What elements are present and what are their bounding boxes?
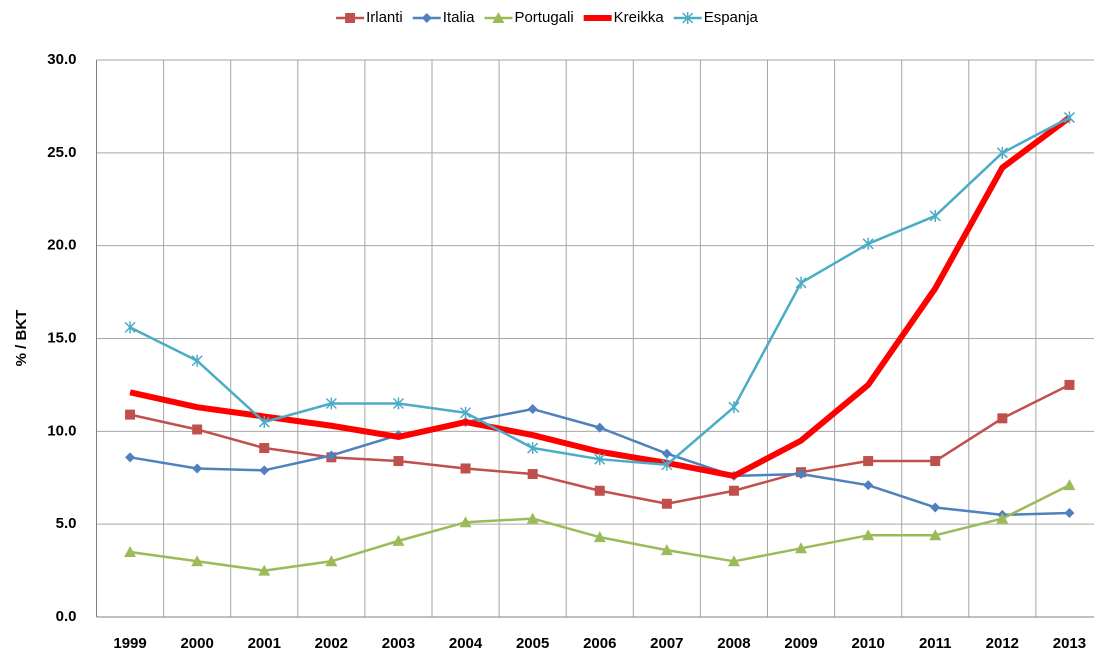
marker (191, 555, 204, 567)
y-tick-label: 10.0 (47, 422, 76, 439)
marker (996, 146, 1008, 159)
marker (727, 555, 740, 567)
marker (124, 546, 137, 558)
marker (863, 480, 874, 491)
marker (682, 12, 694, 24)
marker (125, 409, 136, 420)
legend-label: Irlanti (366, 9, 403, 26)
marker (460, 463, 471, 474)
x-tick-label: 2011 (919, 635, 952, 652)
marker (594, 485, 605, 496)
marker (929, 529, 942, 541)
marker (192, 463, 203, 474)
marker (259, 465, 270, 476)
x-tick-label: 2006 (583, 635, 616, 652)
marker (594, 422, 605, 433)
x-tick-label: 2000 (180, 635, 213, 652)
series-line (129, 116, 1071, 467)
marker (1063, 479, 1076, 491)
marker (796, 469, 807, 480)
legend-label: Kreikka (614, 9, 665, 26)
marker (392, 397, 404, 410)
marker (660, 544, 673, 556)
marker (862, 529, 875, 541)
marker (526, 512, 539, 524)
marker (325, 555, 338, 567)
marker (191, 354, 203, 367)
y-axis-label: % / BKT (13, 310, 30, 367)
x-tick-label: 2005 (516, 635, 549, 652)
marker (661, 498, 672, 509)
marker (192, 424, 203, 435)
marker (345, 13, 356, 23)
marker (258, 564, 271, 576)
y-tick-label: 15.0 (47, 329, 76, 346)
marker (527, 469, 538, 480)
marker (393, 456, 404, 467)
x-tick-label: 2001 (248, 635, 281, 652)
x-tick-label: 2007 (650, 635, 683, 652)
marker (527, 442, 539, 455)
marker (527, 404, 538, 415)
marker (593, 531, 606, 543)
x-tick-label: 2010 (851, 635, 884, 652)
marker (862, 237, 874, 250)
marker (930, 456, 941, 467)
marker (326, 450, 337, 461)
marker (728, 485, 739, 496)
legend: Irlanti Italia Portugali Kreikka Espanja (336, 9, 759, 26)
marker (325, 397, 337, 410)
marker (258, 416, 270, 429)
x-tick-label: 2004 (449, 635, 483, 652)
y-tick-label: 0.0 (56, 608, 77, 625)
x-tick-label: 2009 (784, 635, 817, 652)
series-line (129, 484, 1071, 572)
marker (996, 512, 1009, 524)
legend-label: Espanja (704, 9, 759, 26)
legend-label: Italia (443, 9, 475, 26)
marker (1064, 508, 1075, 519)
marker (492, 12, 505, 23)
marker (863, 456, 874, 467)
x-tick-label: 1999 (113, 635, 146, 652)
marker (392, 534, 405, 546)
marker (795, 276, 807, 289)
x-tick-label: 2013 (1053, 635, 1086, 652)
x-tick-label: 2008 (717, 635, 750, 652)
marker (661, 458, 673, 471)
marker (459, 516, 472, 528)
marker (728, 401, 740, 414)
marker (124, 321, 136, 334)
y-tick-label: 30.0 (47, 51, 76, 68)
x-tick-label: 2003 (382, 635, 415, 652)
marker (460, 406, 472, 419)
marker (795, 542, 808, 554)
marker (1063, 111, 1075, 124)
marker (930, 502, 941, 513)
y-tick-label: 20.0 (47, 237, 76, 254)
marker (997, 413, 1008, 424)
x-tick-label: 2012 (986, 635, 1019, 652)
marker (1064, 379, 1075, 390)
y-tick-label: 25.0 (47, 144, 76, 161)
marker (421, 13, 432, 23)
marker (929, 209, 941, 222)
marker (594, 453, 606, 466)
marker (661, 448, 672, 459)
marker (125, 452, 136, 463)
marker (259, 443, 270, 454)
x-tick-label: 2002 (315, 635, 348, 652)
y-tick-label: 5.0 (56, 515, 77, 532)
series-line (129, 115, 1072, 479)
legend-label: Portugali (514, 9, 573, 26)
